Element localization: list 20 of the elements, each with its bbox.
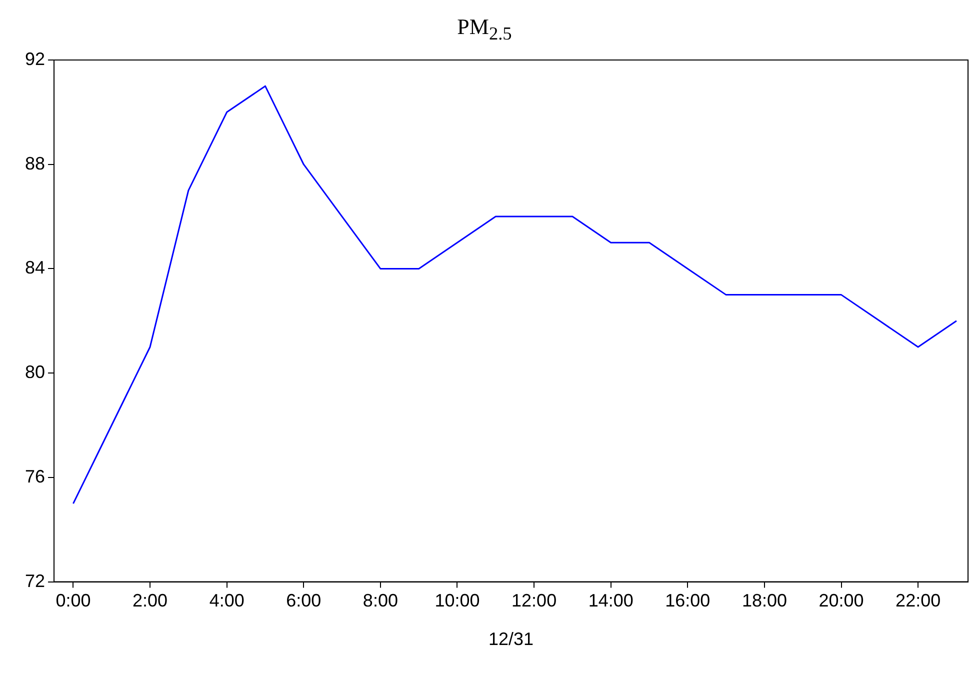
x-tick-label: 8:00 — [362, 590, 398, 611]
y-tick-label: 88 — [24, 153, 46, 174]
x-tick-label: 2:00 — [132, 590, 168, 611]
x-tick-label: 10:00 — [434, 590, 480, 611]
x-tick-label: 0:00 — [56, 590, 91, 611]
x-axis-title: 12/31 — [488, 629, 534, 650]
x-tick-label: 6:00 — [286, 590, 322, 611]
chart-title: PM$_{2.5}$ — [456, 14, 513, 44]
y-tick-label: 76 — [24, 466, 46, 486]
y-tick-label: 84 — [24, 258, 46, 278]
x-tick-label: 16:00 — [665, 590, 710, 611]
x-tick-label: 18:00 — [742, 590, 787, 611]
x-tick-label: 20:00 — [818, 590, 864, 611]
y-tick-label: 80 — [24, 362, 46, 382]
x-tick-label: 22:00 — [896, 590, 941, 611]
y-tick-label: 72 — [24, 570, 46, 591]
x-tick-label: 4:00 — [209, 590, 244, 611]
x-tick-label: 14:00 — [588, 590, 634, 611]
y-tick-label: 92 — [24, 48, 46, 69]
x-tick-label: 12:00 — [512, 590, 557, 611]
